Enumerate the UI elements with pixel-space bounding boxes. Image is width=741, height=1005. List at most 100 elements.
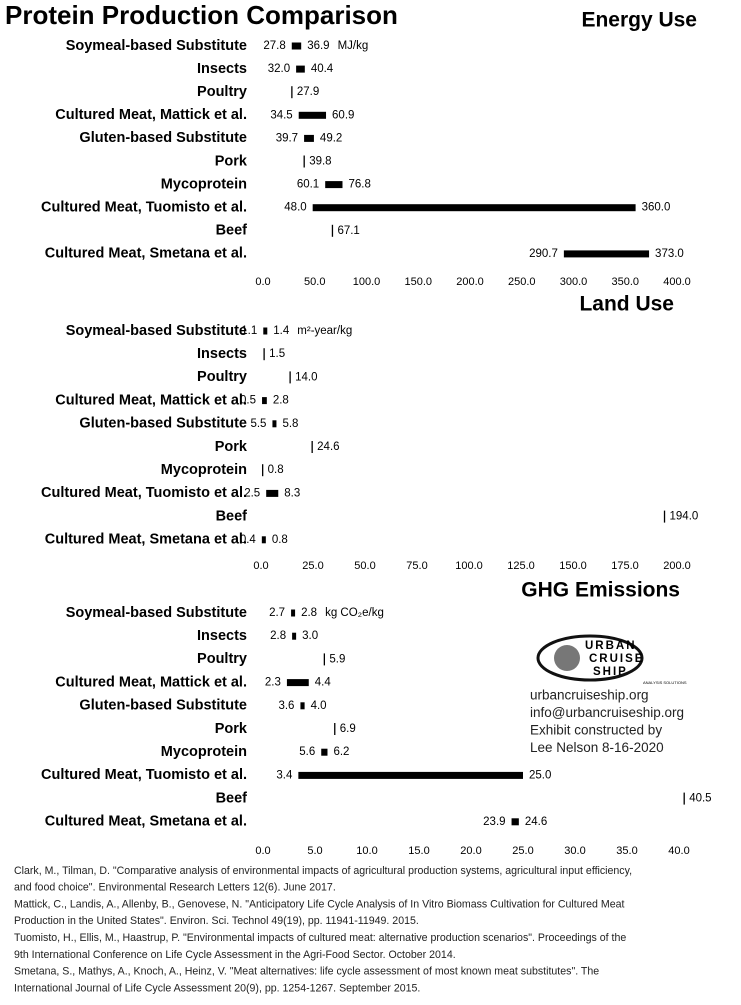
- high-label: 39.8: [309, 156, 331, 168]
- category-label: Soymeal-based Substitute: [66, 323, 247, 339]
- range-bar: [296, 65, 305, 73]
- high-label: 14.0: [295, 371, 317, 383]
- high-label: 4.4: [315, 677, 332, 689]
- x-tick-label: 0.0: [255, 276, 270, 288]
- category-label: Poultry: [197, 651, 247, 667]
- high-label: 360.0: [642, 202, 671, 214]
- high-label: 40.4: [311, 63, 334, 75]
- panel-title: Energy Use: [581, 9, 697, 32]
- low-label: 290.7: [529, 248, 558, 260]
- x-tick-label: 40.0: [668, 845, 689, 857]
- category-label: Soymeal-based Substitute: [66, 38, 247, 54]
- high-label: 5.9: [329, 653, 345, 665]
- category-label: Cultured Meat, Mattick et al.: [55, 107, 247, 123]
- range-bar: [291, 609, 296, 617]
- category-label: Pork: [215, 153, 248, 169]
- x-tick-label: 400.0: [663, 276, 691, 288]
- range-bar: [304, 134, 314, 142]
- logo-tagline: ANALYSIS SOLUTIONS: [643, 680, 687, 685]
- x-tick-label: 0.0: [253, 560, 268, 572]
- logo-globe: [554, 645, 580, 671]
- range-bar: [292, 632, 297, 640]
- x-tick-label: 0.0: [255, 845, 270, 857]
- category-label: Poultry: [197, 84, 247, 100]
- x-tick-label: 175.0: [611, 560, 639, 572]
- x-tick-label: 5.0: [307, 845, 322, 857]
- category-label: Mycoprotein: [161, 176, 247, 192]
- category-label: Cultured Meat, Smetana et al.: [45, 532, 247, 548]
- x-tick-label: 35.0: [616, 845, 637, 857]
- category-label: Insects: [197, 61, 247, 77]
- low-label: 5.5: [250, 418, 266, 430]
- range-bar: [261, 536, 266, 544]
- x-tick-label: 100.0: [353, 276, 381, 288]
- low-label: 60.1: [297, 179, 319, 191]
- category-label: Cultured Meat, Tuomisto et al.: [41, 485, 247, 501]
- high-label: 5.8: [282, 418, 298, 430]
- range-bar: [286, 679, 309, 687]
- panel-title: GHG Emissions: [521, 579, 680, 602]
- contact-line: info@urbancruiseship.org: [530, 705, 684, 720]
- category-label: Mycoprotein: [161, 462, 247, 478]
- range-bar: [321, 748, 328, 756]
- x-tick-label: 20.0: [460, 845, 481, 857]
- high-label: 40.5: [689, 793, 711, 805]
- high-label: 24.6: [317, 441, 339, 453]
- low-label: 27.8: [263, 40, 285, 52]
- category-label: Cultured Meat, Smetana et al.: [45, 246, 247, 262]
- range-bar: [312, 204, 636, 212]
- category-label: Cultured Meat, Smetana et al.: [45, 814, 247, 830]
- category-label: Pork: [215, 721, 248, 737]
- contact-line: Lee Nelson 8-16-2020: [530, 740, 664, 755]
- high-label: 2.8: [301, 607, 317, 619]
- contact-line: urbancruiseship.org: [530, 688, 649, 703]
- category-label: Beef: [216, 508, 248, 524]
- reference-line: Tuomisto, H., Ellis, M., Haastrup, P. "E…: [14, 932, 626, 944]
- low-label: 3.6: [278, 700, 294, 712]
- low-label: 2.8: [270, 630, 286, 642]
- unit-label: kg CO₂e/kg: [325, 607, 384, 619]
- category-label: Beef: [216, 223, 248, 239]
- reference-line: Mattick, C., Landis, A., Allenby, B., Ge…: [14, 898, 624, 910]
- x-tick-label: 25.0: [302, 560, 323, 572]
- range-bar: [298, 771, 523, 779]
- unit-label: MJ/kg: [338, 40, 369, 52]
- range-bar: [262, 397, 267, 405]
- high-label: 1.4: [273, 325, 290, 337]
- range-bar: [263, 327, 268, 335]
- category-label: Cultured Meat, Mattick et al.: [55, 674, 247, 690]
- high-label: 3.0: [302, 630, 318, 642]
- logo-ring: [536, 634, 644, 682]
- low-label: 48.0: [284, 202, 306, 214]
- high-label: 67.1: [337, 225, 359, 237]
- low-label: 3.4: [276, 769, 293, 781]
- x-tick-label: 25.0: [512, 845, 533, 857]
- x-tick-label: 200.0: [663, 560, 691, 572]
- x-tick-label: 50.0: [354, 560, 375, 572]
- range-bar: [272, 420, 277, 428]
- range-bar: [563, 250, 650, 258]
- high-label: 0.8: [272, 534, 288, 546]
- low-label: 1.1: [241, 325, 257, 337]
- x-tick-label: 250.0: [508, 276, 536, 288]
- category-label: Beef: [216, 790, 248, 806]
- logo-text: SHIP: [593, 666, 628, 678]
- high-label: 194.0: [670, 511, 699, 523]
- range-bar: [300, 702, 305, 710]
- category-label: Poultry: [197, 369, 247, 385]
- high-label: 36.9: [307, 40, 329, 52]
- low-label: 0.4: [240, 534, 257, 546]
- range-bar: [266, 489, 279, 497]
- x-tick-label: 15.0: [408, 845, 429, 857]
- high-label: 0.8: [268, 464, 284, 476]
- high-label: 8.3: [284, 487, 300, 499]
- reference-line: Smetana, S., Mathys, A., Knoch, A., Hein…: [14, 966, 599, 978]
- x-tick-label: 100.0: [455, 560, 483, 572]
- reference-line: International Journal of Life Cycle Asse…: [14, 982, 420, 994]
- low-label: 2.3: [265, 677, 281, 689]
- reference-line: Clark, M., Tilman, D. "Comparative analy…: [14, 865, 632, 877]
- category-label: Gluten-based Substitute: [79, 130, 247, 146]
- high-label: 2.8: [273, 395, 289, 407]
- range-bar: [325, 181, 343, 189]
